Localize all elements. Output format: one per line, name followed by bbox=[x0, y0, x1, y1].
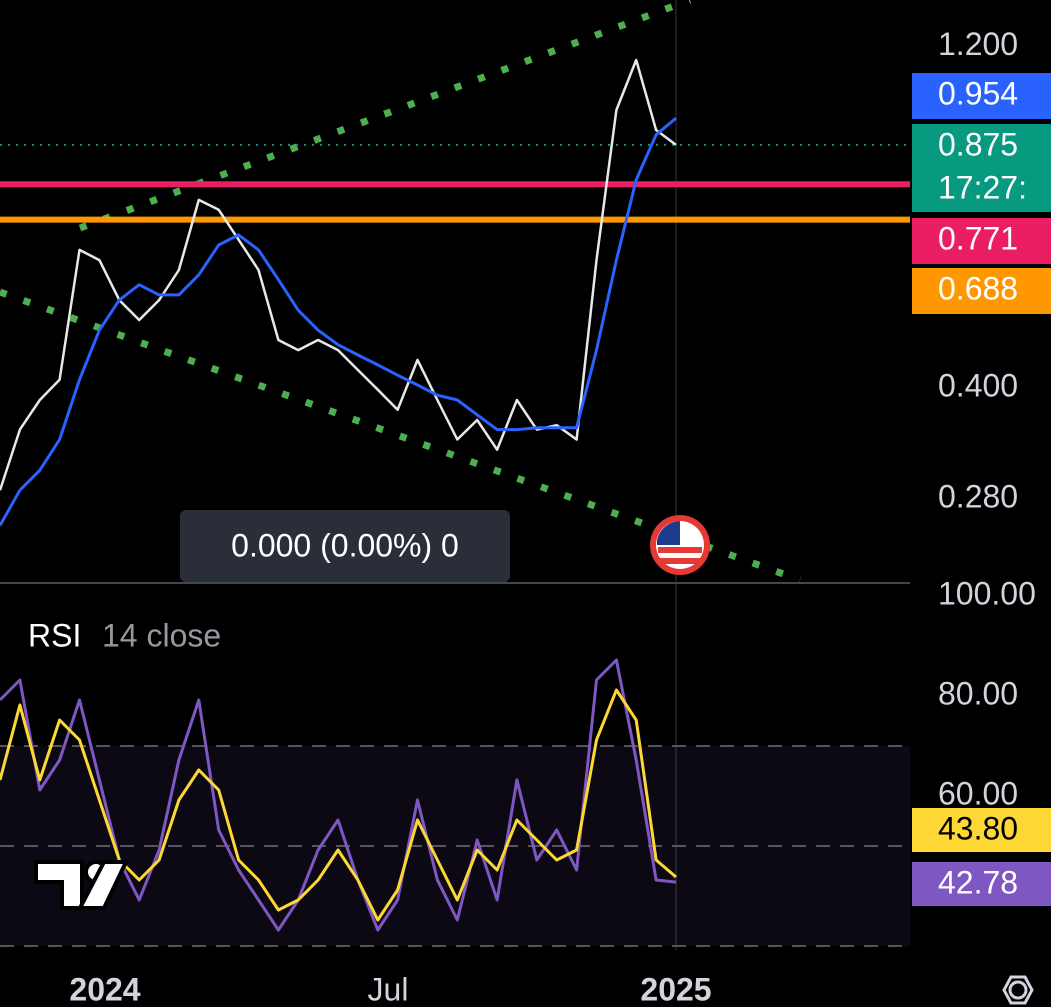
logo bbox=[34, 860, 130, 910]
badge-label: 42.78 bbox=[938, 864, 1018, 900]
rsi-subtitle: 14 close bbox=[102, 617, 221, 653]
countdown: 17:27: bbox=[938, 169, 1027, 205]
tooltip bbox=[180, 510, 510, 582]
trendline bbox=[0, 288, 802, 584]
price-badge bbox=[912, 808, 1051, 852]
y-tick-label: 60.00 bbox=[938, 775, 1018, 811]
y-tick-label: 100.00 bbox=[938, 575, 1036, 611]
rsi-title: RSI bbox=[28, 617, 81, 653]
y-tick-label: 1.200 bbox=[938, 26, 1018, 62]
price-badge bbox=[912, 268, 1051, 314]
y-tick-label: 0.280 bbox=[938, 478, 1018, 514]
tooltip-text: 0.000 (0.00%) 0 bbox=[231, 527, 459, 563]
settings-icon[interactable] bbox=[1002, 975, 1034, 1005]
time-label: Jul bbox=[368, 971, 409, 1007]
time-label: 2025 bbox=[640, 971, 711, 1007]
flag-icon bbox=[650, 515, 710, 575]
series-line bbox=[0, 658, 677, 932]
series-line bbox=[0, 688, 677, 922]
trendline bbox=[78, 0, 692, 232]
badge-label: 0.771 bbox=[938, 220, 1018, 256]
badge-label: 0.875 bbox=[938, 126, 1018, 162]
badge-label: 0.954 bbox=[938, 75, 1018, 111]
y-tick-label: 80.00 bbox=[938, 675, 1018, 711]
trendlines bbox=[0, 0, 802, 584]
time-label: 2024 bbox=[69, 971, 140, 1007]
series-line bbox=[0, 116, 677, 527]
price-badge bbox=[912, 862, 1051, 906]
price-badge bbox=[912, 73, 1051, 119]
price-badge bbox=[912, 218, 1051, 264]
series-line bbox=[0, 58, 677, 491]
price-badge bbox=[912, 124, 1051, 212]
badge-label: 43.80 bbox=[938, 810, 1018, 846]
y-tick-label: 0.400 bbox=[938, 368, 1018, 404]
badge-label: 0.688 bbox=[938, 270, 1018, 306]
